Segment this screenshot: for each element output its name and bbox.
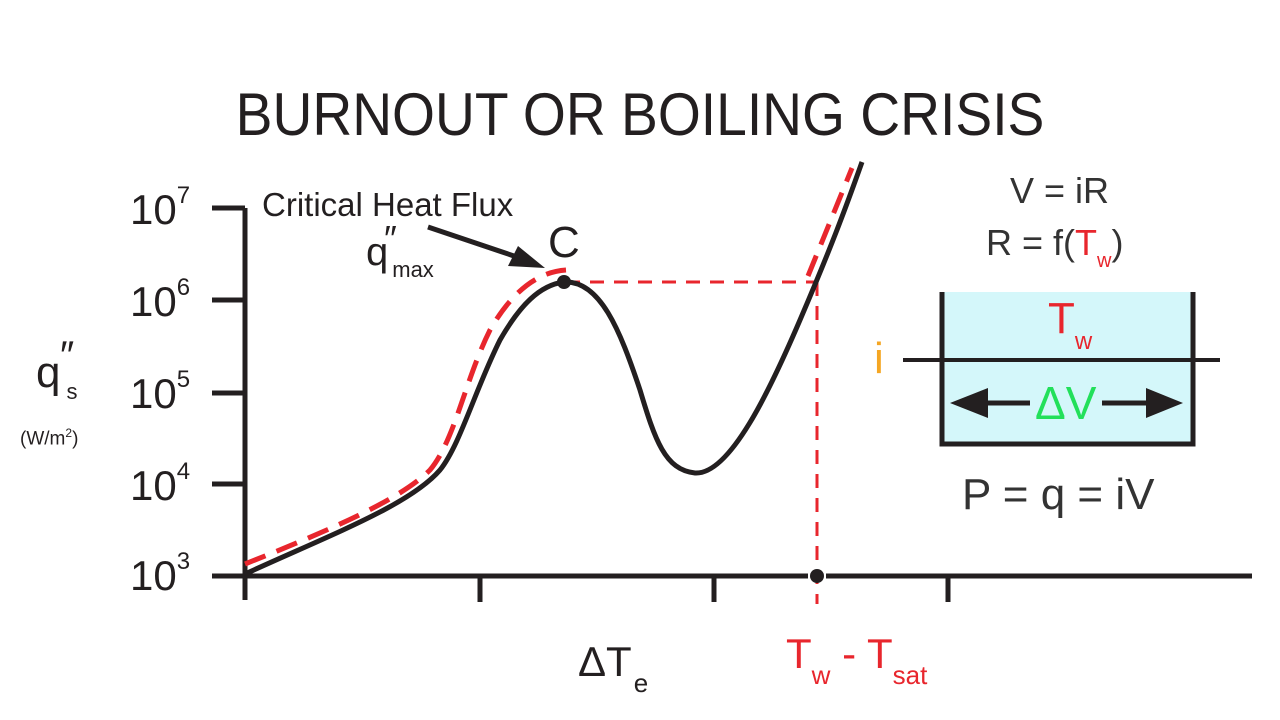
y-axis-units: (W/m2): [20, 426, 79, 450]
q-max-label: q ″ max: [366, 218, 434, 282]
equation-resistance: R = f(Tw): [986, 222, 1124, 272]
chf-label: Critical Heat Flux: [262, 186, 514, 223]
wire-container-outline: [939, 292, 1196, 447]
wire-container-fill: [942, 292, 1193, 444]
burnout-temperature-label: Tw - Tsat: [786, 630, 928, 690]
chf-arrow-head: [508, 246, 545, 268]
y-tick-1e7: 107: [130, 182, 191, 233]
delta-v-arrow-left-icon: [950, 388, 988, 418]
critical-point-c: [557, 275, 571, 289]
burnout-temperature-point: [810, 569, 824, 583]
x-axis-label: ΔTe: [578, 638, 649, 698]
page-title: BURNOUT OR BOILING CRISIS: [235, 81, 1045, 148]
equation-ohms-law: V = iR: [1010, 170, 1110, 211]
boiling-curve: [243, 161, 865, 577]
x-axis-ticks: [477, 576, 951, 602]
y-tick-1e6: 106: [130, 274, 191, 325]
chf-arrow-line: [427, 224, 521, 261]
current-label: i: [874, 334, 884, 383]
point-c-label: C: [548, 218, 580, 267]
red-dashed-curve: [244, 267, 567, 567]
delta-v-arrow-right-icon: [1146, 388, 1183, 418]
red-dashed-upper: [805, 167, 855, 277]
y-tick-1e3: 103: [130, 548, 191, 599]
y-axis-ticks: [212, 205, 245, 487]
wire-temperature-label: Tw: [1048, 294, 1093, 355]
equation-power: P = q = iV: [962, 470, 1155, 519]
y-axis-label: q ″ s: [36, 334, 78, 404]
y-tick-1e5: 105: [130, 366, 191, 417]
delta-v-label: ΔV: [1035, 377, 1097, 429]
y-tick-1e4: 104: [130, 458, 191, 509]
